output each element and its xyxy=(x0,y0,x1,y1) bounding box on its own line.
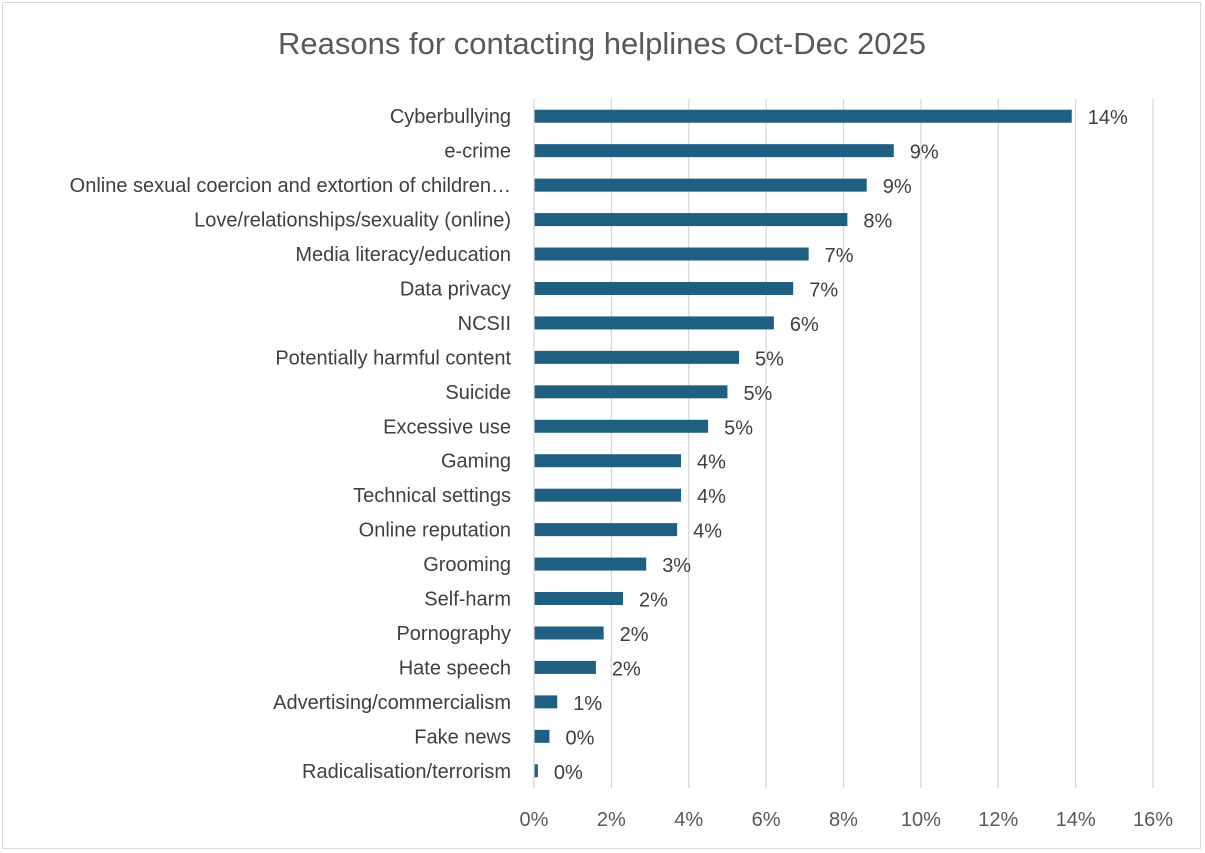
bar xyxy=(534,419,709,433)
bars xyxy=(534,109,1072,778)
bar xyxy=(534,247,809,261)
category-label: Love/relationships/sexuality (online) xyxy=(194,210,511,232)
category-label: Fake news xyxy=(414,726,511,748)
category-labels: Cyberbullying e-crime Online sexual coerci… xyxy=(70,106,512,783)
bar xyxy=(534,109,1072,123)
category-label: Online reputation xyxy=(359,520,511,542)
data-label: 4% xyxy=(697,486,726,508)
bar xyxy=(534,626,604,640)
x-tick-label: 10% xyxy=(901,809,941,831)
category-label: Media literacy/education xyxy=(295,244,511,266)
bar xyxy=(534,178,867,192)
category-label: Suicide xyxy=(445,382,511,404)
bar xyxy=(534,213,848,227)
chart-title: Reasons for contacting helplines Oct-Dec… xyxy=(278,26,926,61)
x-tick-label: 2% xyxy=(597,809,626,831)
bar xyxy=(534,660,596,674)
bar xyxy=(534,488,682,502)
data-label: 2% xyxy=(620,624,649,646)
x-tick-label: 14% xyxy=(1056,809,1096,831)
category-label: Grooming xyxy=(423,554,511,576)
x-tick-label: 12% xyxy=(978,809,1018,831)
category-label: Data privacy xyxy=(400,278,511,300)
x-tick-label: 16% xyxy=(1133,809,1173,831)
data-label: 1% xyxy=(573,693,602,715)
data-label: 8% xyxy=(863,211,892,233)
data-label: 0% xyxy=(554,762,583,784)
data-label: 2% xyxy=(612,658,641,680)
data-label: 9% xyxy=(883,176,912,198)
data-label: 5% xyxy=(755,348,784,370)
category-label: Cyberbullying xyxy=(390,106,511,128)
x-tick-label: 8% xyxy=(829,809,858,831)
bar xyxy=(534,764,538,778)
category-label: Technical settings xyxy=(353,485,511,507)
data-label: 4% xyxy=(693,521,722,543)
x-axis-ticks: 0% 2% 4% 6% 8% 10% 12% 14% 16% xyxy=(520,809,1174,831)
x-tick-label: 4% xyxy=(674,809,703,831)
category-label: Gaming xyxy=(441,451,511,473)
data-label: 6% xyxy=(790,314,819,336)
category-label: Online sexual coercion and extortion of … xyxy=(70,175,511,197)
category-label: Self-harm xyxy=(424,589,511,611)
bar xyxy=(534,695,558,709)
category-label: NCSII xyxy=(458,313,511,335)
data-label: 14% xyxy=(1088,107,1128,129)
gridlines xyxy=(610,99,1154,788)
bar xyxy=(534,385,728,399)
data-label: 9% xyxy=(910,142,939,164)
bar xyxy=(534,316,774,330)
data-label: 2% xyxy=(639,590,668,612)
category-label: Hate speech xyxy=(399,657,511,679)
category-label: Potentially harmful content xyxy=(275,347,511,369)
category-label: Radicalisation/terrorism xyxy=(302,761,511,783)
data-label: 5% xyxy=(724,417,753,439)
bar xyxy=(534,144,894,158)
category-label: Excessive use xyxy=(383,416,511,438)
bar xyxy=(534,281,794,295)
data-label: 7% xyxy=(825,245,854,267)
category-label: Pornography xyxy=(396,623,511,645)
bar xyxy=(534,592,623,606)
x-tick-label: 6% xyxy=(752,809,781,831)
data-label: 4% xyxy=(697,452,726,474)
category-label: Advertising/commercialism xyxy=(273,692,511,714)
category-label: e-crime xyxy=(444,141,511,163)
data-label: 0% xyxy=(565,727,594,749)
data-label: 5% xyxy=(743,383,772,405)
x-tick-label: 0% xyxy=(520,809,549,831)
data-label: 3% xyxy=(662,555,691,577)
data-labels: 14%9%9%8%7%7%6%5%5%5%4%4%4%3%2%2%2%1%0%0… xyxy=(554,107,1128,784)
data-label: 7% xyxy=(809,279,838,301)
bar xyxy=(534,454,682,468)
bar xyxy=(534,350,740,364)
bar xyxy=(534,557,647,571)
bar xyxy=(534,523,678,537)
bar xyxy=(534,729,550,743)
